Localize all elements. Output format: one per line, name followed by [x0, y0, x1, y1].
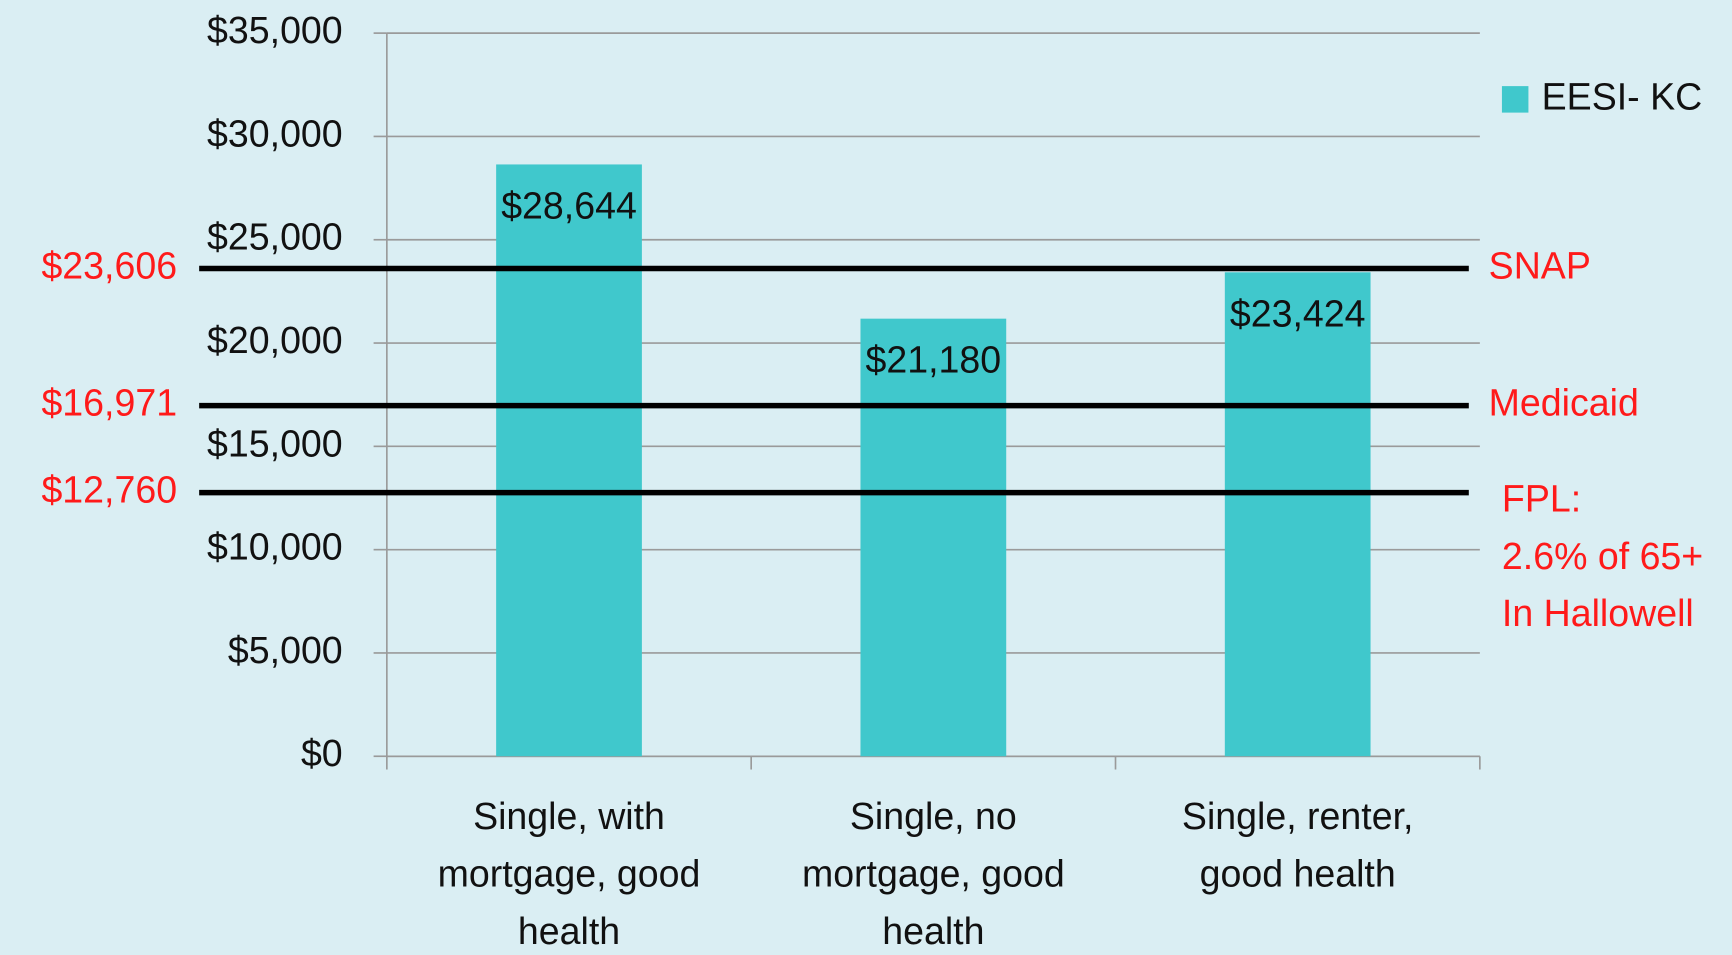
y-tick-label: $35,000: [207, 9, 343, 51]
reference-name: FPL:: [1502, 477, 1581, 519]
x-tick-label: Single, no mortgage, good health: [802, 795, 1065, 952]
bar-value-label: $28,644: [501, 185, 637, 227]
bar: [1224, 272, 1371, 757]
reference-name: SNAP: [1489, 244, 1591, 286]
y-tick-label: $25,000: [207, 216, 343, 258]
reference-name: 2.6% of 65+: [1502, 535, 1703, 577]
y-tick-label: $20,000: [207, 319, 343, 361]
bar-value-label: $23,424: [1230, 292, 1366, 334]
reference-name: In Hallowell: [1502, 592, 1694, 634]
bar-value-label: $21,180: [866, 339, 1002, 381]
bar: [860, 318, 1007, 757]
y-tick-label: $15,000: [207, 422, 343, 464]
x-tick-label: Single, with mortgage, good health: [438, 795, 701, 952]
x-tick-label-line: good health: [1200, 853, 1396, 895]
y-tick-label: $30,000: [207, 112, 343, 154]
x-tick-label-line: Single, with: [473, 795, 665, 837]
reference-name: Medicaid: [1489, 382, 1639, 424]
x-tick-label: Single, renter, good health: [1182, 795, 1414, 894]
x-tick-label-line: health: [518, 910, 620, 952]
x-tick-label-line: Single, renter,: [1182, 795, 1414, 837]
reference-value-label: $12,760: [41, 469, 177, 511]
legend-swatch: [1501, 86, 1529, 113]
x-tick-label-line: health: [882, 910, 984, 952]
y-tick-label: $5,000: [228, 629, 343, 671]
y-tick-label: $10,000: [207, 526, 343, 568]
y-tick-label: $0: [301, 732, 343, 774]
x-tick-label-line: mortgage, good: [802, 853, 1065, 895]
reference-value-label: $23,606: [41, 244, 177, 286]
legend-label: EESI- KC: [1542, 75, 1703, 117]
x-tick-label-line: mortgage, good: [438, 853, 701, 895]
x-tick-label-line: Single, no: [850, 795, 1017, 837]
bar: [496, 164, 642, 757]
reference-value-label: $16,971: [41, 382, 177, 424]
